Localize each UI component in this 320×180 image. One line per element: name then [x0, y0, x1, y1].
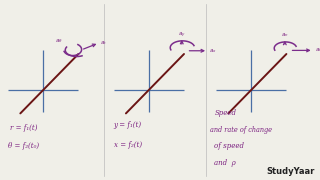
Text: y = f₁(t): y = f₁(t) [114, 121, 142, 129]
Text: $a_n$: $a_n$ [281, 31, 289, 39]
Text: of speed: of speed [214, 143, 244, 150]
Text: r = f₁(t): r = f₁(t) [10, 124, 37, 132]
Text: Speed: Speed [215, 109, 237, 117]
Text: and  ρ: and ρ [214, 159, 236, 167]
Text: $a_{\theta}$: $a_{\theta}$ [55, 37, 63, 45]
Text: StudyYaar: StudyYaar [267, 166, 315, 176]
Text: $a_y$: $a_y$ [178, 30, 186, 40]
Text: $a_t$: $a_t$ [100, 39, 107, 47]
Text: and rate of change: and rate of change [210, 126, 272, 134]
Text: $a_t$: $a_t$ [315, 46, 320, 54]
Text: θ = f₂(t₀): θ = f₂(t₀) [8, 143, 39, 150]
Text: x = f₂(t): x = f₂(t) [114, 141, 142, 149]
Text: $a_x$: $a_x$ [209, 47, 217, 55]
